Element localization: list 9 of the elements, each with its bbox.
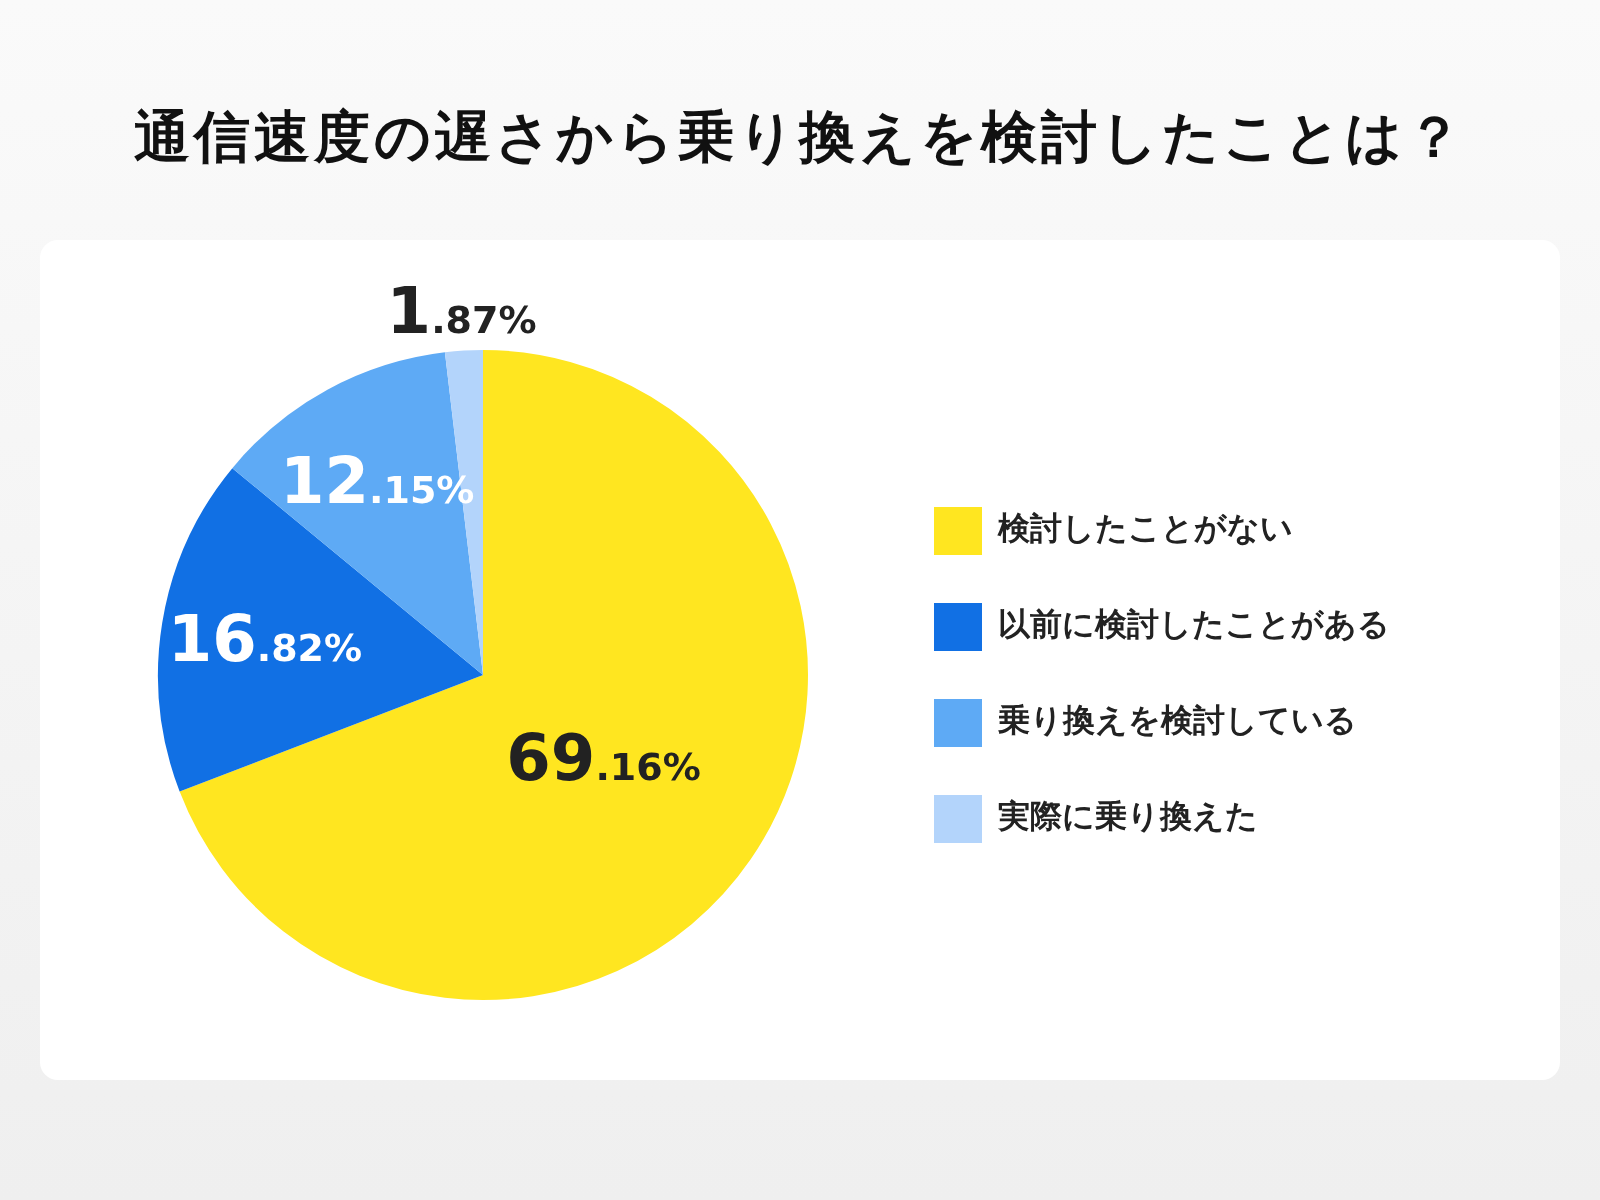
- legend-label: 以前に検討したことがある: [998, 605, 1390, 644]
- legend-label: 乗り換えを検討している: [998, 701, 1357, 740]
- legend-label: 検討したことがない: [997, 509, 1293, 548]
- data-label: 16.82%: [167, 602, 363, 677]
- data-label: 69.16%: [506, 720, 701, 795]
- data-label: 1.87%: [386, 273, 537, 348]
- legend-label: 実際に乗り換えた: [997, 797, 1258, 836]
- chart-title: 通信速度の遅さから乗り換えを検討したことは？: [133, 103, 1467, 171]
- data-label: 12.15%: [279, 443, 475, 518]
